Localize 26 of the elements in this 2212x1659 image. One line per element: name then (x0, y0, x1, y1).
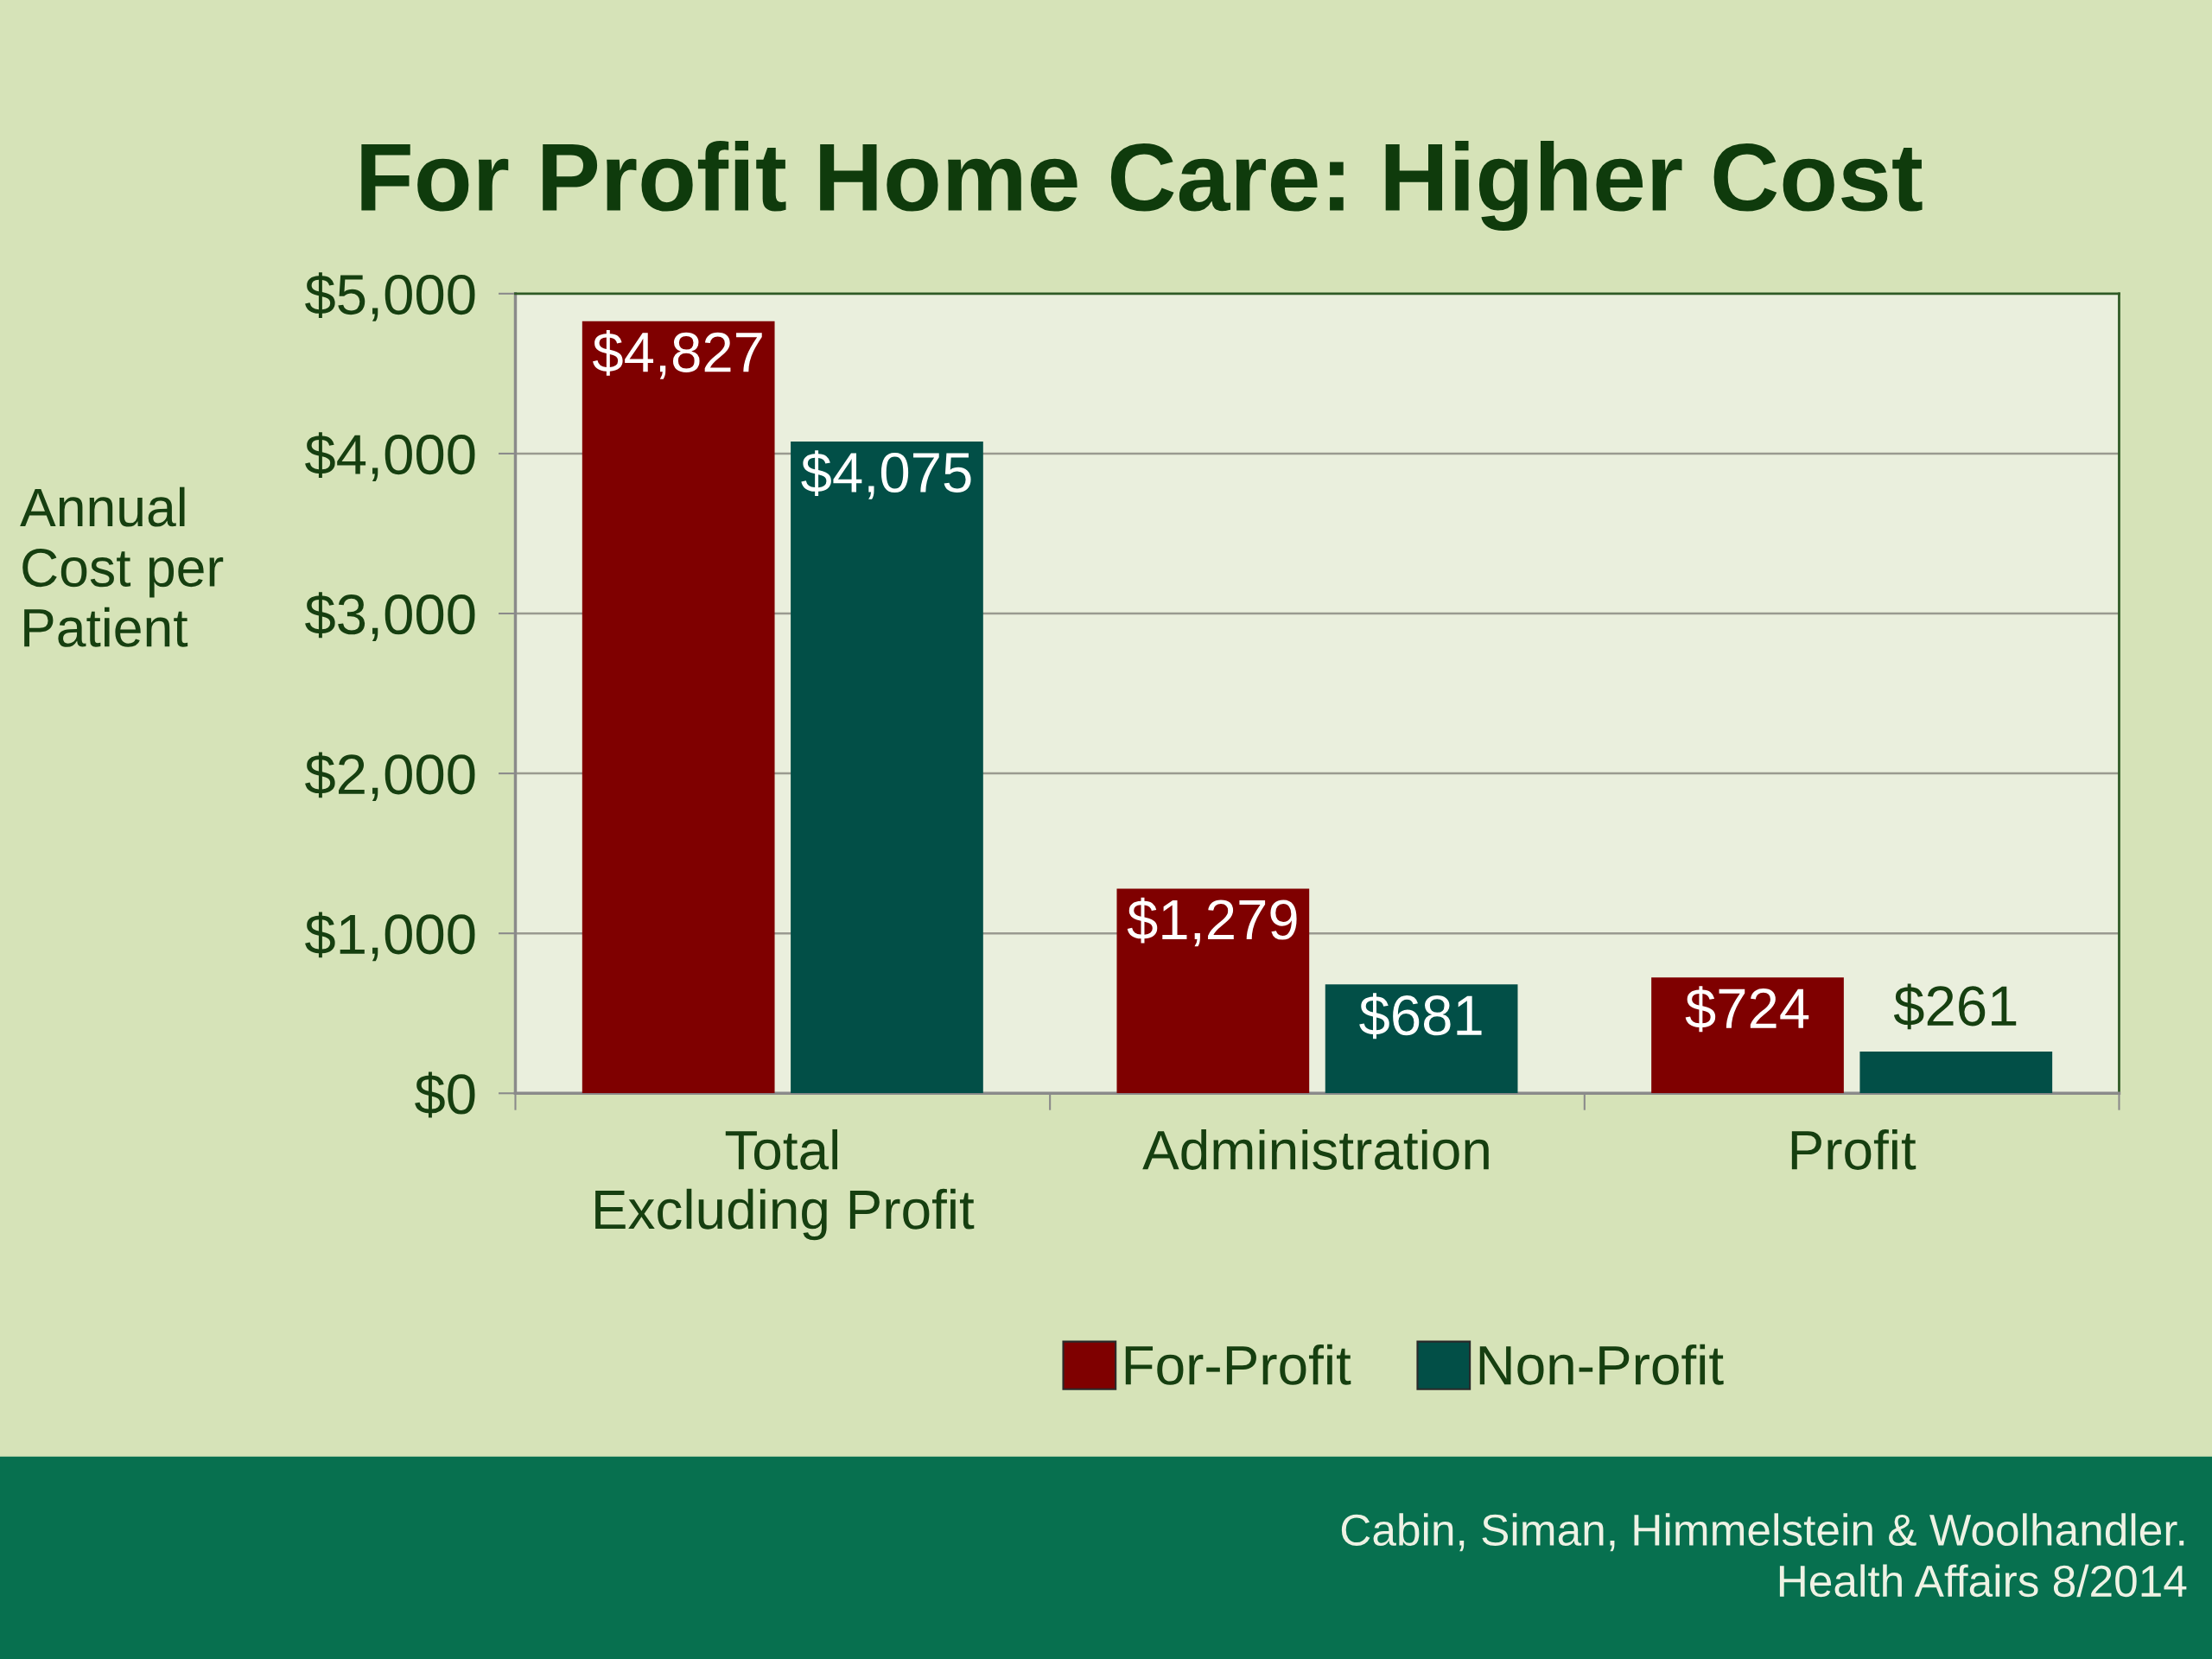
data-label: $1,279 (1127, 897, 1297, 947)
y-tick-label: $3,000 (305, 592, 475, 642)
y-axis-title: Annual Cost per Patient (20, 486, 224, 647)
bar (582, 321, 775, 1094)
x-tick-label: Administration (1142, 1128, 1489, 1170)
data-label: $724 (1685, 986, 1809, 1033)
text: Cabin, Siman, Himmelstein & Woolhandler. Health Affairs 8/2014 (1341, 1513, 2187, 1598)
x-tick-label: Profit (1791, 1128, 1916, 1170)
y-tick-label: $4,000 (305, 432, 475, 481)
bar (1325, 984, 1518, 1094)
data-label: $681 (1359, 993, 1482, 1039)
y-tick-label: $5,000 (305, 272, 475, 321)
data-label: $4,827 (593, 329, 762, 379)
chart-title: For Profit Home Care: Higher Cost (361, 141, 1923, 232)
x-tick-label: Total Excluding Profit (595, 1128, 975, 1241)
y-tick-label: $1,000 (305, 912, 475, 962)
bar (791, 442, 983, 1094)
legend-label: For-Profit (1125, 1344, 1351, 1385)
y-tick-label: $0 (415, 1071, 475, 1118)
legend-label: Non-Profit (1479, 1344, 1724, 1385)
y-tick-label: $2,000 (305, 752, 475, 802)
bar (1116, 888, 1310, 1094)
data-label: $4,075 (801, 450, 971, 499)
bar (1651, 977, 1844, 1094)
data-label: $261 (1893, 983, 2017, 1030)
bar (1859, 1051, 2053, 1094)
